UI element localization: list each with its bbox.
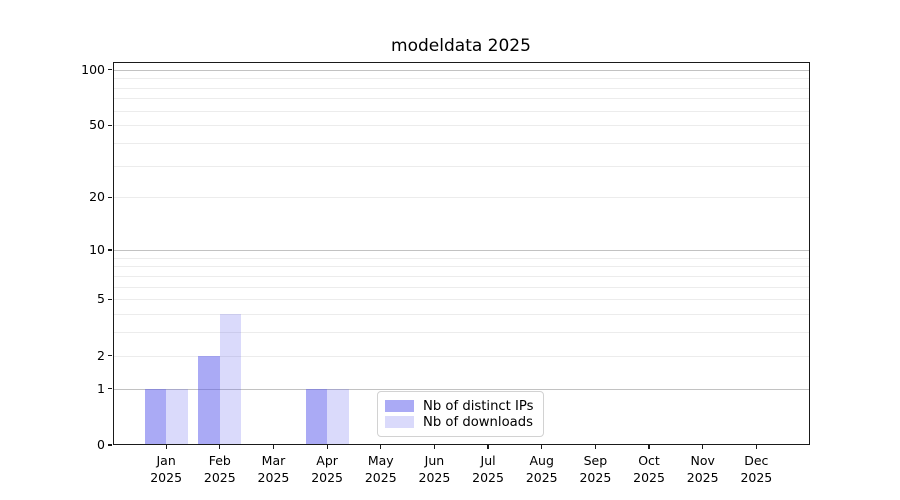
y-tick-mark <box>108 69 112 71</box>
bar-downloads-jan <box>166 388 188 445</box>
legend-swatch-downloads <box>385 416 414 428</box>
minor-gridline <box>112 125 810 127</box>
gridline-layer <box>112 62 810 445</box>
minor-gridline <box>112 142 810 144</box>
x-axis-tick-label: Aug 2025 <box>525 453 558 485</box>
y-tick-mark <box>108 388 112 390</box>
minor-gridline <box>112 87 810 89</box>
minor-gridline <box>112 197 810 199</box>
legend-swatch-distinct-ips <box>385 400 414 412</box>
x-tick-mark <box>702 445 704 449</box>
x-tick-mark <box>380 445 382 449</box>
x-tick-mark <box>326 445 328 449</box>
x-axis-tick-label: Feb 2025 <box>203 453 236 485</box>
y-axis-tick-label: 1 <box>97 380 105 396</box>
bars-layer <box>113 62 811 445</box>
x-tick-mark <box>648 445 650 449</box>
minor-gridline <box>112 314 810 316</box>
minor-gridline <box>112 299 810 301</box>
bar-downloads-apr <box>327 388 349 445</box>
y-tick-mark <box>108 355 112 357</box>
x-axis-tick-label: Sep 2025 <box>579 453 612 485</box>
x-axis-tick-label: May 2025 <box>364 453 397 485</box>
major-gridline <box>112 249 810 251</box>
y-axis-tick-label: 5 <box>97 291 105 307</box>
x-axis-tick-label: Apr 2025 <box>311 453 344 485</box>
y-tick-mark <box>108 124 112 126</box>
bar-distinct-ips-jan <box>144 388 167 445</box>
x-axis-tick-label: Dec 2025 <box>740 453 773 485</box>
minor-gridline <box>112 355 810 357</box>
x-axis-tick-label: Mar 2025 <box>257 453 290 485</box>
legend-label-distinct-ips: Nb of distinct IPs <box>423 398 534 414</box>
minor-gridline <box>112 257 810 259</box>
y-axis-tick-label: 20 <box>89 189 105 205</box>
x-tick-mark <box>755 445 757 449</box>
y-axis-tick-label: 50 <box>89 117 105 133</box>
y-tick-mark <box>108 298 112 300</box>
x-tick-mark <box>487 445 489 449</box>
x-axis-tick-label: Jun 2025 <box>418 453 451 485</box>
minor-gridline <box>112 332 810 334</box>
x-tick-mark <box>433 445 435 449</box>
y-tick-mark <box>108 196 112 198</box>
minor-gridline <box>112 286 810 288</box>
bar-downloads-feb <box>219 314 242 445</box>
x-tick-mark <box>594 445 596 449</box>
minor-gridline <box>112 275 810 277</box>
y-tick-mark <box>108 444 112 446</box>
minor-gridline <box>112 266 810 268</box>
legend-item-distinct-ips: Nb of distinct IPs <box>385 398 535 414</box>
y-axis-tick-label: 0 <box>97 437 105 452</box>
legend-label-downloads: Nb of downloads <box>423 414 533 430</box>
x-tick-mark <box>165 445 167 449</box>
y-axis-tick-label: 10 <box>89 241 105 257</box>
chart-title: modeldata 2025 <box>391 36 531 56</box>
x-axis-tick-label: Jul 2025 <box>472 453 504 485</box>
x-tick-mark <box>541 445 543 449</box>
minor-gridline <box>112 165 810 167</box>
x-axis-tick-label: Jan 2025 <box>150 453 183 485</box>
minor-gridline <box>112 110 810 112</box>
y-axis-tick-label: 100 <box>81 61 105 77</box>
x-axis-tick-label: Nov 2025 <box>686 453 719 485</box>
minor-gridline <box>112 78 810 80</box>
x-tick-mark <box>272 445 275 449</box>
legend: Nb of distinct IPs Nb of downloads <box>377 391 544 437</box>
major-gridline <box>112 69 810 71</box>
y-axis-tick-label: 2 <box>97 347 105 363</box>
x-axis-tick-label: Oct 2025 <box>633 453 665 485</box>
y-tick-mark <box>108 249 112 251</box>
bar-distinct-ips-feb <box>198 355 220 445</box>
minor-gridline <box>112 98 810 100</box>
major-gridline <box>112 388 810 390</box>
x-tick-mark <box>219 445 221 449</box>
legend-item-downloads: Nb of downloads <box>385 414 535 430</box>
plot-area <box>112 62 811 445</box>
bar-distinct-ips-apr <box>305 388 328 445</box>
